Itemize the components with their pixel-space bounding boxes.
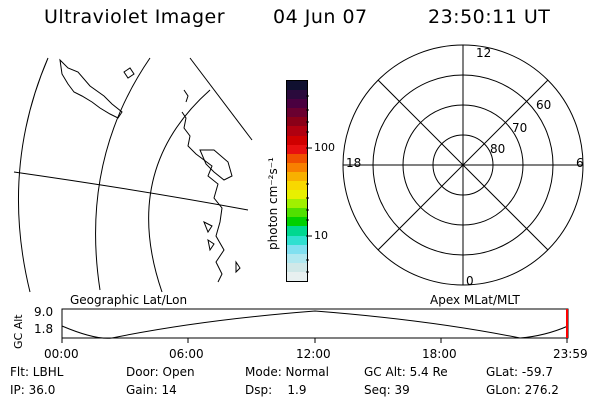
colorbar-segment	[287, 117, 307, 127]
colorbar-segment	[287, 90, 307, 100]
colorbar-segment	[287, 99, 307, 109]
colorbar-segment	[287, 162, 307, 173]
mlt-label-12: 12	[476, 46, 492, 60]
colorbar-tick-10: 10	[314, 229, 328, 242]
colorbar-segment	[287, 81, 307, 91]
x-tick-0600: 06:00	[169, 347, 204, 361]
timeline-right-title: Apex MLat/MLT	[430, 293, 520, 307]
mlt-label-6: 6	[576, 156, 584, 170]
colorbar-segment	[287, 208, 307, 218]
map-grid-arc	[148, 89, 211, 293]
status-gc-alt: GC Alt: 5.4 Re	[364, 365, 448, 379]
x-tick-0000: 00:00	[44, 347, 79, 361]
colorbar-segment	[287, 126, 307, 137]
coastline	[199, 149, 233, 181]
y-tick-1-8: 1.8	[34, 322, 54, 336]
colorbar-segment	[287, 190, 307, 200]
lat-label-80: 80	[490, 142, 506, 156]
map-grid-arc	[95, 57, 151, 291]
island	[203, 220, 213, 234]
status-glat: GLat: -59.7	[486, 365, 553, 379]
status-dsp: Dsp: 1.9	[245, 383, 307, 397]
status-door: Door: Open	[126, 365, 195, 379]
island	[123, 67, 135, 79]
colorbar-segment	[287, 235, 307, 246]
colorbar-segment	[287, 253, 307, 264]
colorbar-segment	[287, 244, 307, 255]
colorbar-segment	[287, 171, 307, 182]
colorbar-segment	[287, 144, 307, 155]
status-mode: Mode: Normal	[245, 365, 329, 379]
mlt-label-18: 18	[346, 156, 362, 170]
island	[207, 238, 215, 252]
colorbar-segment	[287, 153, 307, 164]
status-ip: IP: 36.0	[10, 383, 56, 397]
colorbar-segment	[287, 226, 307, 237]
timeline-frame	[61, 308, 569, 339]
status-filter: Flt: LBHL	[10, 365, 64, 379]
date-label: 04 Jun 07	[273, 6, 368, 28]
lat-label-70: 70	[512, 121, 528, 135]
time-label: 23:50:11 UT	[428, 6, 551, 28]
x-tick-1800: 18:00	[422, 347, 457, 361]
coastline	[183, 89, 189, 103]
map-boundary-right	[189, 57, 253, 141]
coastline	[181, 111, 225, 283]
colorbar-segment	[287, 108, 307, 118]
colorbar-segment	[287, 262, 307, 273]
colorbar-segment	[287, 199, 307, 209]
status-gain: Gain: 14	[126, 383, 177, 397]
altitude-curve	[61, 310, 569, 339]
colorbar-segment	[287, 181, 307, 191]
mlt-label-0: 0	[466, 274, 474, 288]
x-tick-1200: 12:00	[296, 347, 331, 361]
instrument-title: Ultraviolet Imager	[44, 6, 226, 28]
colorbar	[286, 80, 308, 282]
status-glon: GLon: 276.2	[486, 383, 559, 397]
lat-label-60: 60	[536, 98, 552, 112]
colorbar-segment	[287, 271, 307, 281]
island	[235, 260, 241, 274]
x-tick-2359: 23:59	[553, 347, 588, 361]
colorbar-tick-100: 100	[314, 141, 335, 154]
colorbar-segment	[287, 217, 307, 227]
coastline	[59, 58, 123, 119]
colorbar-segment	[287, 135, 307, 146]
status-seq: Seq: 39	[364, 383, 410, 397]
timeline-left-title: Geographic Lat/Lon	[70, 293, 188, 307]
y-tick-9: 9.0	[34, 305, 54, 319]
map-grid-line	[13, 171, 249, 211]
